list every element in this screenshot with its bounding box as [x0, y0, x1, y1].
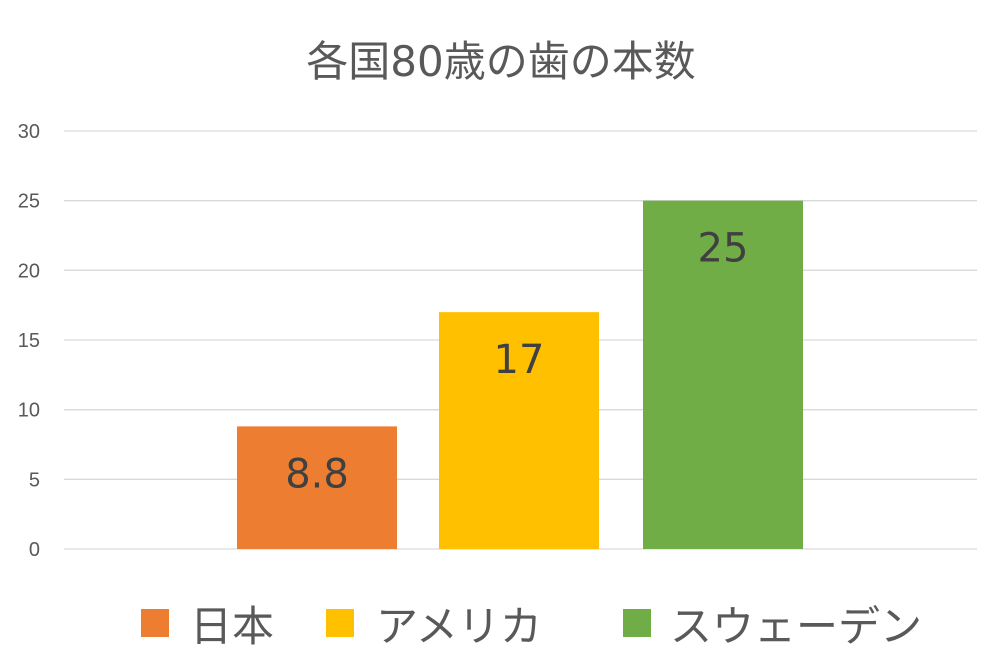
bar-1	[237, 426, 397, 549]
y-tick-label-20: 20	[18, 260, 40, 282]
y-tick-label-25: 25	[18, 191, 40, 213]
bars	[237, 200, 803, 549]
chart-title: 各国80歳の歯の本数	[306, 37, 695, 86]
y-tick-label-30: 30	[18, 121, 40, 143]
legend-swatch-3	[623, 609, 651, 637]
data-label-3: 25	[698, 226, 749, 272]
data-labels: 8.8 17 25	[285, 226, 748, 498]
y-tick-label-15: 15	[18, 330, 40, 352]
bar-3	[643, 200, 803, 549]
y-tick-label-0: 0	[29, 539, 40, 561]
y-tick-label-5: 5	[29, 469, 40, 491]
legend-swatch-1	[141, 609, 169, 637]
legend-label-3: スウェーデン	[670, 602, 922, 651]
data-label-1: 8.8	[285, 451, 349, 497]
legend-swatch-2	[326, 609, 354, 637]
y-tick-label-10: 10	[18, 400, 40, 422]
legend: 日本 アメリカ スウェーデン	[141, 602, 922, 651]
y-axis-ticks: 0 5 10 15 20 25 30	[18, 121, 40, 561]
bar-2	[439, 312, 599, 549]
data-label-2: 17	[494, 337, 545, 383]
legend-label-1: 日本	[190, 602, 274, 651]
legend-label-2: アメリカ	[376, 602, 542, 651]
